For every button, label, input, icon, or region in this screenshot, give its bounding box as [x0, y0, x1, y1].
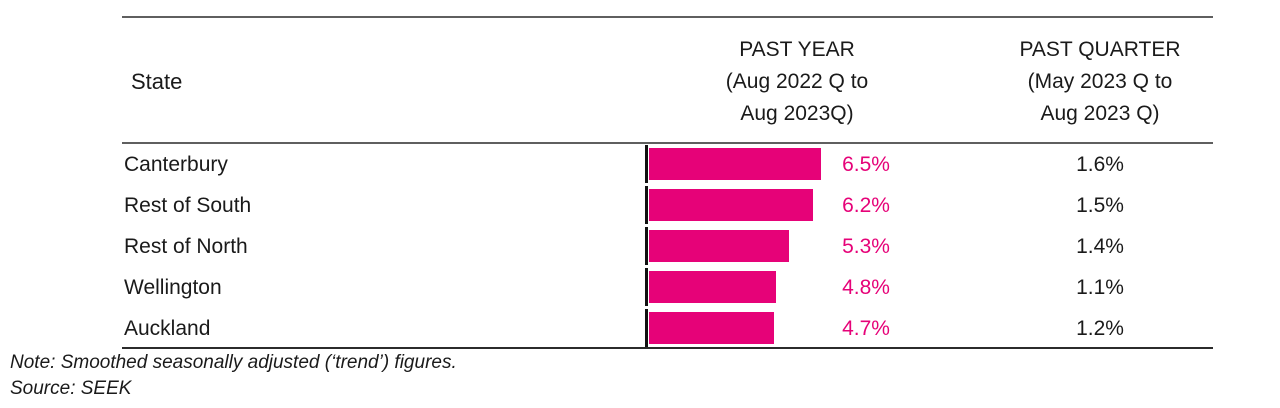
table-bottom-border: [122, 347, 1213, 349]
past-quarter-value-label: 1.6%: [1076, 153, 1124, 176]
past-year-bar: [649, 230, 789, 262]
past-year-value-label: 5.3%: [842, 235, 890, 258]
past-quarter-value-label: 1.5%: [1076, 194, 1124, 217]
table-row: Auckland 4.7% 1.2%: [0, 308, 1280, 349]
past-year-bar: [649, 312, 774, 344]
past-year-value-label: 4.7%: [842, 317, 890, 340]
row-state-label: Rest of South: [124, 194, 252, 217]
row-state-label: Rest of North: [124, 235, 248, 258]
past-year-bar: [649, 271, 776, 303]
axis-baseline-tick: [645, 145, 648, 183]
past-quarter-value-label: 1.4%: [1076, 235, 1124, 258]
table-row: Wellington 4.8% 1.1%: [0, 267, 1280, 308]
past-year-value-label: 6.5%: [842, 153, 890, 176]
row-state-label: Canterbury: [124, 153, 228, 176]
axis-baseline-tick: [645, 186, 648, 224]
column-header-past-year: PAST YEAR (Aug 2022 Q to Aug 2023Q): [725, 38, 869, 125]
note-text: Note: Smoothed seasonally adjusted (‘tre…: [10, 352, 457, 373]
past-year-value-label: 6.2%: [842, 194, 890, 217]
column-header-past-quarter: PAST QUARTER (May 2023 Q to Aug 2023 Q): [1019, 38, 1181, 125]
table-top-border: [122, 16, 1213, 18]
axis-baseline-tick: [645, 227, 648, 265]
row-state-label: Auckland: [124, 317, 211, 340]
past-quarter-value-label: 1.2%: [1076, 317, 1124, 340]
table-row: Rest of South 6.2% 1.5%: [0, 185, 1280, 226]
past-year-value-label: 4.8%: [842, 276, 890, 299]
column-header-state: State: [131, 69, 183, 94]
row-state-label: Wellington: [124, 276, 222, 299]
axis-baseline-tick: [645, 268, 648, 306]
header-separator-line: [122, 142, 1213, 144]
axis-baseline-tick: [645, 309, 648, 347]
past-year-bar: [649, 189, 813, 221]
past-quarter-value-label: 1.1%: [1076, 276, 1124, 299]
table-row: Canterbury 6.5% 1.6%: [0, 144, 1280, 185]
source-text: Source: SEEK: [10, 378, 132, 399]
table-row: Rest of North 5.3% 1.4%: [0, 226, 1280, 267]
past-year-bar: [649, 148, 821, 180]
